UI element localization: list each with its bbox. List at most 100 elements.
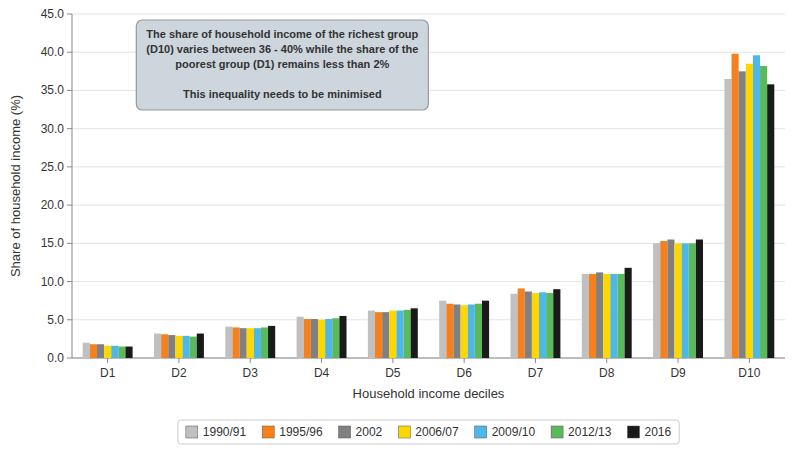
- tick-label: D5: [385, 366, 401, 380]
- bar: [667, 240, 674, 358]
- bar: [240, 328, 247, 358]
- bar: [482, 301, 489, 358]
- bar: [318, 320, 325, 358]
- bar: [325, 319, 332, 358]
- bar: [682, 243, 689, 358]
- bar: [475, 304, 482, 358]
- tick-label: D3: [243, 366, 259, 380]
- bar: [739, 71, 746, 358]
- bar: [311, 319, 318, 358]
- bar: [510, 294, 517, 358]
- annotation: The share of household income of the ric…: [136, 20, 428, 110]
- bar: [439, 301, 446, 358]
- tick-label: D7: [528, 366, 544, 380]
- bar: [404, 310, 411, 358]
- bar: [396, 311, 403, 358]
- bar: [468, 304, 475, 358]
- bar: [753, 55, 760, 358]
- annotation-text: poorest group (D1) remains less than 2%: [175, 58, 389, 70]
- bar: [232, 327, 239, 358]
- annotation-text: (D10) varies between 36 - 40% while the …: [146, 43, 418, 55]
- tick-mark: [67, 166, 72, 167]
- legend-label: 2002: [356, 425, 383, 439]
- bar: [154, 334, 161, 358]
- bar: [83, 343, 90, 358]
- legend-label: 2009/10: [492, 425, 536, 439]
- tick-mark: [678, 358, 679, 363]
- bar: [339, 316, 346, 358]
- tick-label: 5.0: [47, 313, 64, 327]
- legend-item: 2006/07: [398, 425, 459, 439]
- tick-mark: [67, 52, 72, 53]
- tick-mark: [321, 358, 322, 363]
- bar: [304, 319, 311, 358]
- tick-mark: [67, 243, 72, 244]
- legend-swatch: [262, 426, 274, 438]
- bar: [375, 312, 382, 358]
- legend-swatch: [339, 426, 351, 438]
- annotation-text: The share of household income of the ric…: [146, 28, 418, 40]
- bar: [161, 334, 168, 358]
- legend-swatch: [627, 426, 639, 438]
- bar: [254, 328, 261, 358]
- legend-item: 1990/91: [186, 425, 247, 439]
- bar: [225, 327, 232, 358]
- tick-label: 0.0: [47, 351, 64, 365]
- bar: [446, 304, 453, 358]
- tick-label: 20.0: [41, 198, 65, 212]
- bar: [389, 311, 396, 358]
- legend-swatch: [186, 426, 198, 438]
- legend-label: 2016: [644, 425, 671, 439]
- y-axis-line: [72, 14, 73, 358]
- tick-label: D4: [314, 366, 330, 380]
- bar: [603, 274, 610, 358]
- bar: [197, 334, 204, 358]
- bar: [453, 304, 460, 358]
- bar: [674, 243, 681, 358]
- bar: [125, 347, 132, 358]
- chart: 0.05.010.015.020.025.030.035.040.045.0D1…: [0, 0, 800, 450]
- bar: [532, 293, 539, 358]
- bar: [732, 54, 739, 358]
- bar: [546, 293, 553, 358]
- bar: [596, 272, 603, 358]
- bar: [247, 328, 254, 358]
- tick-mark: [67, 319, 72, 320]
- bar: [111, 346, 118, 358]
- tick-mark: [67, 90, 72, 91]
- bar: [411, 308, 418, 358]
- tick-mark: [392, 358, 393, 363]
- tick-mark: [464, 358, 465, 363]
- annotation-text: This inequality needs to be minimised: [183, 88, 382, 100]
- bar: [746, 64, 753, 358]
- tick-label: D8: [599, 366, 615, 380]
- grid-line: [72, 205, 785, 206]
- bar: [261, 327, 268, 358]
- bar: [696, 240, 703, 358]
- y-axis-label: Share of household income (%): [8, 95, 23, 277]
- bar: [297, 317, 304, 358]
- bar: [660, 241, 667, 358]
- tick-label: 30.0: [41, 122, 65, 136]
- tick-label: D6: [456, 366, 472, 380]
- tick-label: D2: [171, 366, 187, 380]
- legend-label: 2012/13: [568, 425, 612, 439]
- bar: [617, 274, 624, 358]
- axes: 0.05.010.015.020.025.030.035.040.045.0D1…: [41, 7, 785, 380]
- tick-mark: [178, 358, 179, 363]
- legend: 1990/91 1995/96 2002 2006/07 2009/10 2012/13 2…: [178, 420, 679, 444]
- bar: [589, 274, 596, 358]
- tick-label: D10: [738, 366, 760, 380]
- tick-mark: [535, 358, 536, 363]
- legend-label: 1995/96: [279, 425, 323, 439]
- tick-mark: [67, 358, 72, 359]
- bar: [168, 335, 175, 358]
- bar: [689, 243, 696, 358]
- tick-label: 40.0: [41, 45, 65, 59]
- bar: [767, 84, 774, 358]
- bar: [539, 292, 546, 358]
- legend-item: 1995/96: [262, 425, 323, 439]
- tick-mark: [67, 281, 72, 282]
- tick-label: 15.0: [41, 236, 65, 250]
- bar: [175, 336, 182, 358]
